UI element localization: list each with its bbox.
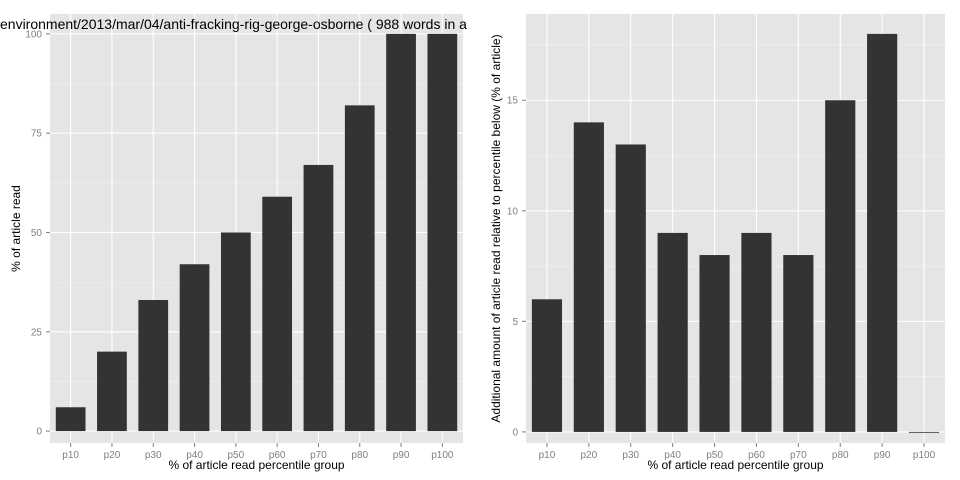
x-tick-label: p60: [748, 450, 765, 461]
bar-p70: [783, 255, 814, 432]
x-tick-label: p80: [832, 450, 849, 461]
bar-p80: [825, 100, 856, 432]
bar-p40: [179, 264, 210, 432]
chart-title: environment/2013/mar/04/anti-fracking-ri…: [0, 16, 467, 32]
x-tick-label: p100: [431, 450, 454, 461]
y-tick-label: 100: [25, 29, 42, 40]
x-tick-label: p20: [581, 450, 598, 461]
bar-p50: [699, 255, 730, 432]
bar-p10: [55, 407, 86, 432]
right-chart: 0 5 10 15 p10 p20 p30 p40 p50 p60 p70 p80 p90 p100 % o…: [489, 14, 945, 472]
bar-p50: [220, 232, 251, 432]
x-axis-title: % of article read percentile group: [168, 458, 344, 472]
x-tick-label: p40: [186, 450, 203, 461]
x-tick-label: p50: [706, 450, 723, 461]
y-tick-label: 0: [512, 427, 518, 438]
x-axis-title: % of article read percentile group: [647, 458, 823, 472]
bar-p100: [908, 431, 940, 433]
x-tick-label: p90: [393, 450, 410, 461]
y-axis-title: % of article read: [9, 185, 23, 272]
bar-p10: [531, 299, 563, 432]
x-tick-label: p70: [790, 450, 807, 461]
y-tick-label: 75: [31, 129, 43, 140]
x-tick-label: p10: [62, 450, 79, 461]
x-tick-label: p20: [104, 450, 121, 461]
x-tick-label: p40: [664, 450, 681, 461]
y-axis-title: Additional amount of article read relati…: [489, 34, 503, 422]
bar-p60: [741, 232, 772, 432]
y-tick-label: 10: [507, 206, 519, 217]
x-tick-label: p90: [874, 450, 891, 461]
y-tick-label: 15: [507, 96, 519, 107]
bar-p20: [97, 351, 127, 432]
x-tick-label: p60: [269, 450, 286, 461]
bar-p40: [657, 232, 688, 432]
bar-p30: [615, 144, 646, 432]
bar-p20: [573, 122, 604, 432]
bar-p90: [386, 33, 416, 432]
x-tick-label: p30: [145, 450, 162, 461]
bar-p90: [867, 33, 898, 432]
bar-p60: [262, 196, 293, 432]
x-tick-label: p10: [539, 450, 556, 461]
x-tick-label: p100: [913, 450, 936, 461]
bar-p70: [303, 164, 334, 432]
left-chart: 0 25 50 75 100 p10 p20 p30 p40 p50 p60 p70 p80 p90 p10…: [0, 14, 467, 472]
x-tick-label: p80: [351, 450, 368, 461]
bar-p100: [427, 33, 458, 432]
y-tick-label: 0: [36, 427, 42, 438]
bar-p30: [138, 300, 169, 432]
x-tick-label: p70: [310, 450, 327, 461]
bar-p80: [344, 105, 375, 432]
y-tick-label: 5: [512, 317, 518, 328]
y-tick-label: 50: [31, 228, 43, 239]
y-tick-label: 25: [31, 327, 43, 338]
x-tick-label: p30: [622, 450, 639, 461]
x-tick-label: p50: [228, 450, 245, 461]
